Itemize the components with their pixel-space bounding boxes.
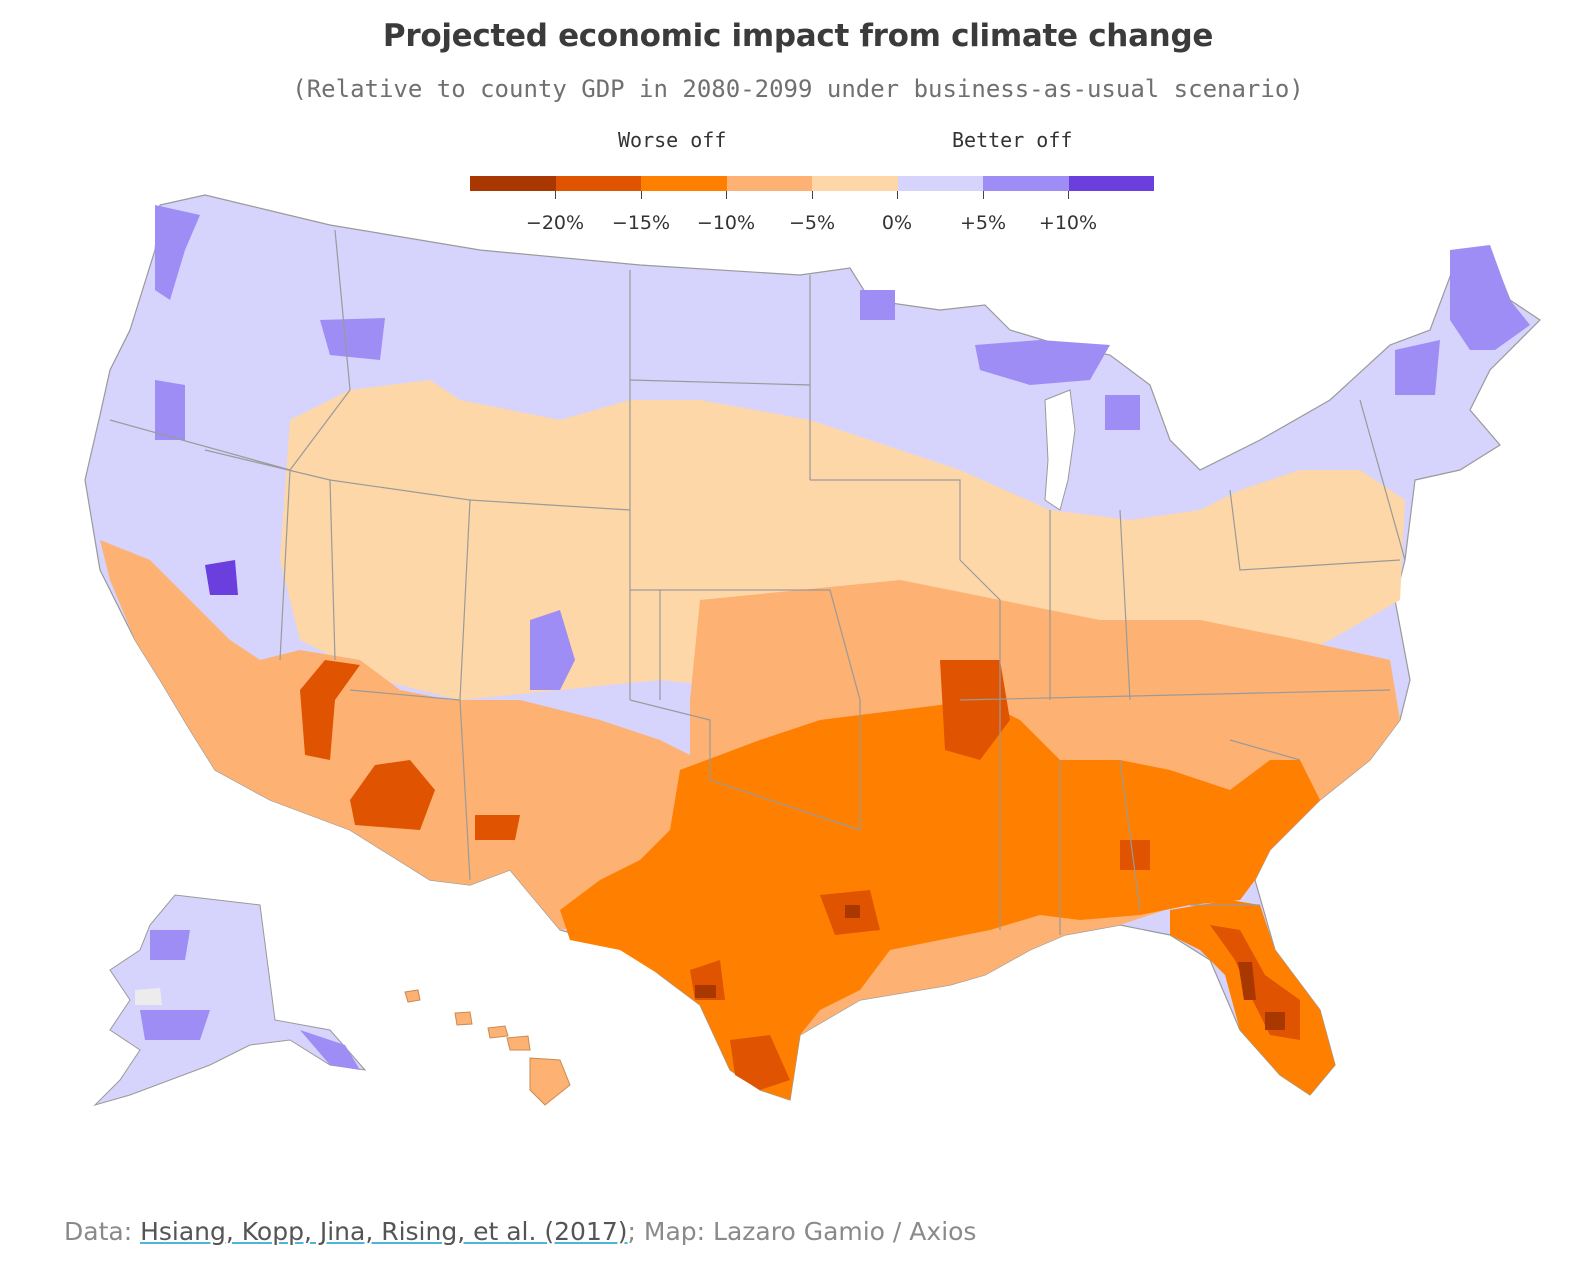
legend-tick-label: +10% bbox=[1038, 212, 1098, 234]
region-deep-south bbox=[560, 700, 1320, 1100]
legend-swatch bbox=[1068, 176, 1154, 191]
chart-subtitle: (Relative to county GDP in 2080-2099 und… bbox=[292, 75, 1304, 103]
legend-tick bbox=[726, 191, 727, 199]
region-hawaii bbox=[404, 989, 571, 1106]
region-nevada-severe bbox=[300, 660, 520, 840]
region-california-southwest bbox=[100, 540, 760, 930]
legend-tick bbox=[983, 191, 984, 199]
region-texas-severe bbox=[690, 890, 880, 1090]
source-link[interactable]: Hsiang, Kopp, Jina, Rising, et al. (2017… bbox=[140, 1217, 628, 1246]
region-washington-better bbox=[155, 205, 385, 440]
legend-tick bbox=[641, 191, 642, 199]
legend-worse-label: Worse off bbox=[618, 128, 727, 152]
legend-tick-label: 0% bbox=[881, 212, 913, 234]
region-florida-severe bbox=[1210, 925, 1300, 1040]
legend-tick bbox=[897, 191, 898, 199]
footer-credit: ; Map: Lazaro Gamio / Axios bbox=[627, 1217, 977, 1246]
legend-swatch bbox=[641, 176, 727, 191]
legend-tick-label: −20% bbox=[525, 212, 585, 234]
legend-swatch bbox=[555, 176, 641, 191]
legend-swatch bbox=[983, 176, 1069, 191]
color-legend: Worse off Better off −20% −15% −10% −5% … bbox=[470, 128, 1170, 248]
us-county-map bbox=[84, 194, 1541, 1107]
region-alaska-nodata bbox=[135, 988, 162, 1005]
legend-swatch bbox=[812, 176, 898, 191]
region-nevada-better bbox=[205, 560, 238, 595]
legend-better-label: Better off bbox=[952, 128, 1073, 152]
legend-tick bbox=[555, 191, 556, 199]
region-maine-better bbox=[1395, 245, 1530, 395]
footer-data-prefix: Data: bbox=[64, 1217, 141, 1246]
source-footer: Data: Hsiang, Kopp, Jina, Rising, et al.… bbox=[64, 1217, 976, 1246]
region-florida-extreme bbox=[1238, 962, 1285, 1030]
region-texas-extreme bbox=[695, 905, 860, 998]
legend-tick-label: −5% bbox=[788, 212, 836, 234]
legend-swatch bbox=[897, 176, 983, 191]
legend-swatches bbox=[470, 176, 1154, 191]
chart-title: Projected economic impact from climate c… bbox=[382, 18, 1214, 54]
region-colorado-better bbox=[530, 290, 895, 690]
region-delta-severe bbox=[940, 660, 1150, 870]
state-borders bbox=[109, 229, 1406, 935]
region-alaska-better bbox=[140, 930, 360, 1070]
legend-tick-label: +5% bbox=[959, 212, 1007, 234]
legend-swatch bbox=[470, 176, 556, 191]
region-michigan-better bbox=[975, 340, 1140, 430]
legend-tick-label: −10% bbox=[696, 212, 756, 234]
legend-tick bbox=[1068, 191, 1069, 199]
legend-swatch bbox=[726, 176, 812, 191]
lake-michigan bbox=[1044, 389, 1076, 511]
legend-tick bbox=[812, 191, 813, 199]
legend-tick-label: −15% bbox=[611, 212, 671, 234]
